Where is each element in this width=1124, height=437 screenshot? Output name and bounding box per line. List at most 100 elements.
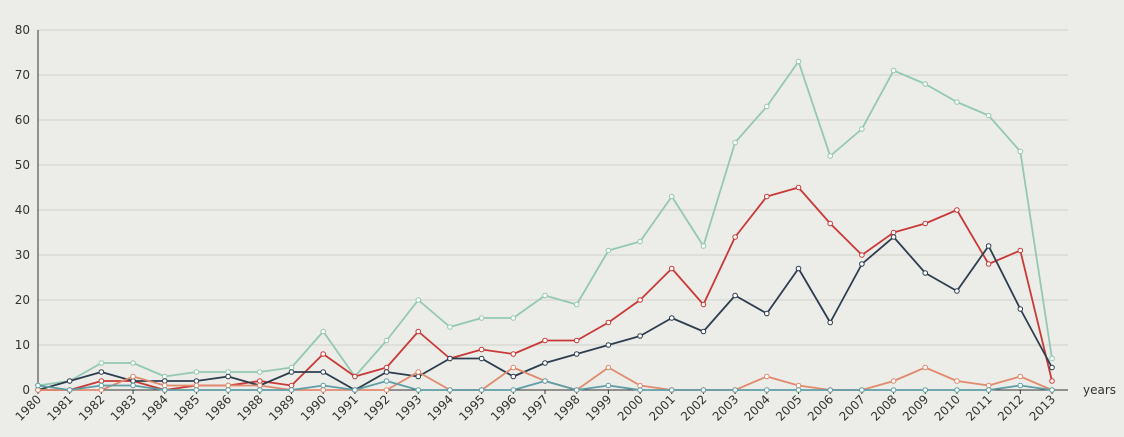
- data-point: [732, 234, 738, 240]
- data-point: [954, 207, 960, 213]
- data-point: [795, 58, 802, 65]
- data-point: [637, 297, 643, 303]
- data-point: [890, 387, 897, 393]
- data-point: [605, 247, 612, 254]
- data-point: [700, 301, 707, 308]
- x-tick-label: 1986: [203, 392, 234, 423]
- y-tick-label: 50: [15, 158, 30, 172]
- data-point: [954, 378, 960, 384]
- series-line: [37, 60, 1053, 387]
- data-point: [637, 238, 643, 245]
- data-point: [1017, 247, 1024, 254]
- data-point: [35, 382, 41, 389]
- data-point: [1049, 387, 1055, 393]
- x-tick-label: 1981: [44, 392, 75, 423]
- data-point: [161, 387, 168, 393]
- data-point: [225, 387, 231, 393]
- data-point: [922, 387, 929, 393]
- data-point: [320, 382, 326, 389]
- data-point: [383, 378, 390, 384]
- data-point: [859, 261, 865, 267]
- data-point: [447, 387, 453, 393]
- data-point: [35, 387, 41, 393]
- data-point: [922, 220, 929, 227]
- data-point: [764, 103, 770, 110]
- y-tick-label: 20: [15, 293, 30, 307]
- series-line: [37, 236, 1053, 391]
- data-point: [605, 382, 612, 389]
- y-tick-label: 70: [15, 68, 30, 82]
- data-point: [1017, 306, 1024, 312]
- series-group: [35, 58, 1055, 393]
- data-point: [1049, 364, 1055, 371]
- data-point: [827, 319, 833, 326]
- data-point: [478, 315, 485, 321]
- data-point: [510, 315, 517, 321]
- data-point: [320, 351, 326, 357]
- data-point: [447, 355, 453, 362]
- x-tick-label: 1993: [393, 392, 424, 423]
- data-point: [542, 337, 548, 344]
- data-point: [890, 234, 897, 240]
- data-point: [890, 67, 897, 74]
- data-point: [510, 387, 517, 393]
- data-point: [1049, 378, 1055, 384]
- x-tick-label: 2010: [932, 392, 963, 423]
- data-point: [764, 387, 770, 393]
- y-tick-label: 30: [15, 248, 30, 262]
- x-tick-label: 1991: [329, 392, 360, 423]
- data-point: [257, 378, 263, 384]
- x-tick-label: 2013: [1027, 392, 1058, 423]
- y-tick-label: 10: [15, 338, 30, 352]
- data-point: [637, 382, 643, 389]
- data-point: [415, 387, 422, 393]
- data-point: [130, 373, 136, 380]
- data-point: [447, 324, 453, 330]
- data-point: [288, 369, 295, 375]
- data-point: [161, 373, 168, 380]
- series-line: [38, 186, 1053, 391]
- y-tick-labels: 0 10 20 30 40 50 60 70 80: [15, 23, 30, 397]
- data-point: [1017, 373, 1024, 380]
- data-point: [98, 360, 105, 366]
- x-tick-label: 1998: [551, 392, 582, 423]
- x-tick-label: 2004: [741, 392, 772, 423]
- data-point: [383, 337, 390, 344]
- data-point: [573, 337, 580, 344]
- data-point: [922, 364, 929, 371]
- data-point: [605, 364, 612, 371]
- data-point: [257, 369, 263, 375]
- x-tick-label: 1984: [139, 392, 170, 423]
- data-point: [764, 310, 770, 317]
- data-point: [352, 373, 358, 380]
- data-point: [225, 382, 231, 389]
- data-point: [320, 387, 326, 393]
- data-point: [954, 387, 960, 393]
- data-point: [98, 382, 105, 389]
- x-tick-label: 2003: [710, 392, 741, 423]
- data-point: [542, 292, 548, 299]
- data-point: [668, 193, 675, 200]
- x-tick-label: 1983: [108, 392, 139, 423]
- data-point: [98, 378, 105, 384]
- data-point: [193, 369, 200, 375]
- data-point: [161, 382, 168, 389]
- x-tick-label: 1982: [76, 392, 107, 423]
- data-point: [193, 382, 200, 389]
- data-point: [795, 382, 802, 389]
- data-point: [510, 373, 517, 380]
- x-tick-label: 1994: [425, 392, 456, 423]
- data-point: [542, 378, 548, 384]
- data-point: [161, 378, 168, 384]
- data-point: [922, 270, 929, 276]
- data-point: [415, 328, 422, 335]
- data-point: [225, 373, 231, 380]
- data-point: [1017, 382, 1024, 389]
- data-point: [985, 382, 992, 389]
- y-tick-label: 0: [22, 383, 30, 397]
- data-point: [859, 126, 865, 132]
- data-point: [98, 369, 105, 375]
- data-point: [383, 369, 390, 375]
- data-point: [415, 369, 422, 375]
